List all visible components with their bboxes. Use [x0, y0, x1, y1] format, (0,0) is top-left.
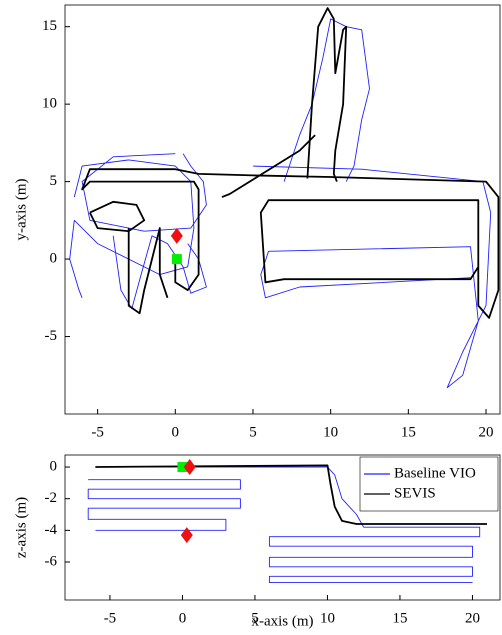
y-axis-label: z-axis (m) [13, 497, 29, 558]
end-marker [170, 227, 183, 244]
trajectory [81, 7, 500, 319]
legend-box [359, 456, 499, 512]
y-axis-label: y-axis (m) [13, 178, 29, 240]
plot-content [87, 459, 487, 584]
end-marker [180, 527, 193, 544]
y-tick-label: -2 [45, 490, 58, 506]
y-tick-label: 10 [42, 96, 57, 112]
x-tick-label: 15 [401, 424, 416, 440]
axes-box [64, 4, 501, 415]
x-tick-label: 0 [179, 610, 187, 626]
trajectory [69, 18, 492, 389]
x-tick-label: 20 [479, 424, 494, 440]
trajectory [95, 464, 487, 525]
x-tick-label: 5 [251, 610, 259, 626]
y-tick-label: -5 [45, 328, 58, 344]
plot-content [69, 7, 500, 389]
x-tick-label: -5 [104, 610, 117, 626]
legend-label: SEVIS [394, 485, 436, 501]
start-marker [171, 254, 182, 265]
y-tick-label: -4 [45, 522, 58, 538]
y-tick-label: -6 [45, 553, 58, 569]
x-tick-label: -5 [91, 424, 104, 440]
trajectory [87, 466, 481, 584]
axes-box [64, 454, 501, 601]
x-tick-label: 15 [392, 610, 407, 626]
start-marker [177, 462, 188, 473]
x-tick-label: 10 [320, 610, 335, 626]
legend-label: Baseline VIO [394, 465, 476, 481]
x-tick-label: 20 [465, 610, 480, 626]
x-tick-label: 5 [249, 424, 257, 440]
y-tick-label: 15 [42, 18, 57, 34]
x-axis-label: x-axis (m) [251, 613, 313, 629]
y-tick-label: 0 [50, 458, 58, 474]
plot-area [65, 5, 500, 414]
y-tick-label: 5 [50, 173, 58, 189]
x-tick-label: 0 [172, 424, 180, 440]
x-tick-label: 10 [323, 424, 338, 440]
y-tick-label: 0 [50, 251, 58, 267]
end-marker [183, 459, 196, 476]
